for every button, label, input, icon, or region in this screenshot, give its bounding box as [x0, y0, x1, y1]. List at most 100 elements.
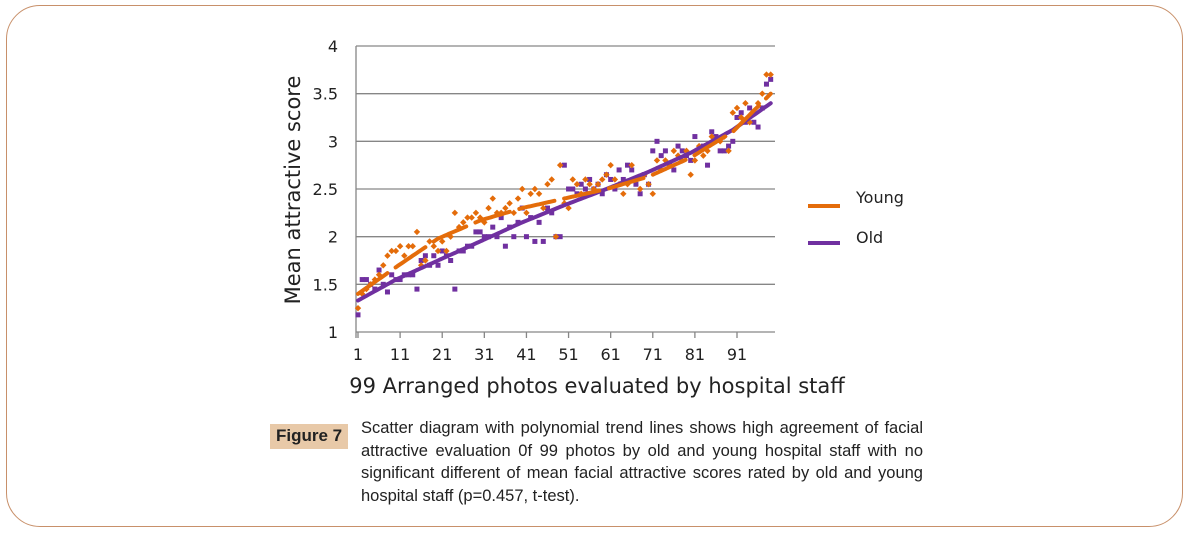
y-tick-labels: 1 1.5 2 2.5 3 3.5 4: [313, 37, 338, 342]
data-point-old: [414, 286, 420, 292]
data-point-old: [650, 148, 656, 154]
data-point-old: [662, 148, 668, 154]
data-point-young: [527, 190, 534, 197]
data-point-old: [654, 138, 660, 144]
x-tick-labels: 1 11 21 31 41 51 61 71 81 91: [353, 345, 747, 364]
x-tick-label: 31: [474, 345, 494, 364]
legend-old-label: Old: [856, 228, 883, 247]
data-point-young: [556, 161, 564, 169]
data-point-young: [485, 204, 492, 212]
data-point-old: [705, 162, 711, 168]
data-point-old: [536, 219, 542, 225]
legend-young-label: Young: [855, 188, 904, 207]
x-tick-label: 91: [727, 345, 747, 364]
data-point-old: [473, 229, 479, 235]
data-point-old: [633, 181, 639, 187]
data-point-young: [392, 247, 400, 255]
data-point-young: [763, 71, 770, 78]
data-point-old: [435, 262, 441, 268]
scatter-chart: 11.522.533.54 1 11 21 31 41 51 61 71 81 91 Mean a…: [281, 37, 904, 398]
data-point-young: [405, 243, 412, 250]
data-point-young: [759, 90, 766, 97]
data-point-old: [477, 229, 483, 235]
data-point-old: [637, 191, 643, 197]
y-axis-label: Mean attractive score: [281, 76, 305, 305]
data-point-old: [608, 176, 614, 182]
data-point-old: [679, 148, 685, 154]
data-point-young: [384, 252, 391, 259]
data-point-young: [430, 243, 437, 250]
trend-line-young: [356, 91, 773, 296]
data-point-old: [625, 162, 631, 168]
data-point-young: [565, 204, 572, 212]
data-point-young: [540, 204, 547, 212]
y-tick-label: 3: [328, 132, 338, 151]
data-point-old: [726, 143, 732, 149]
y-tick-label: 2.5: [313, 180, 338, 199]
data-point-old: [599, 191, 605, 197]
data-point-old: [523, 234, 529, 240]
data-point-old: [734, 115, 740, 120]
data-point-young: [506, 200, 513, 207]
x-tick-label: 11: [390, 345, 410, 364]
data-point-old: [422, 253, 428, 259]
data-point-young: [354, 304, 362, 312]
data-point-old: [376, 267, 382, 273]
x-axis-label: 99 Arranged photos evaluated by hospital…: [349, 374, 845, 398]
y-tick-label: 1.5: [313, 275, 338, 294]
data-point-old: [751, 119, 757, 125]
data-point-old: [709, 129, 715, 135]
data-point-young: [460, 219, 467, 226]
data-point-young: [569, 176, 576, 183]
data-point-old: [620, 176, 626, 182]
data-point-young: [380, 262, 387, 269]
data-point-young: [439, 238, 446, 245]
data-point-old: [717, 148, 723, 154]
y-tick-label: 3.5: [313, 85, 338, 104]
data-point-young: [531, 185, 539, 193]
data-point-old: [490, 224, 496, 230]
data-point-young: [767, 71, 774, 78]
data-point-old: [439, 248, 445, 254]
data-point-old: [612, 186, 618, 192]
data-point-young: [611, 176, 619, 183]
data-point-young: [620, 190, 627, 197]
figure-caption: Scatter diagram with polynomial trend li…: [361, 419, 923, 505]
data-point-young: [544, 181, 551, 188]
data-point-young: [434, 247, 442, 255]
data-point-old: [431, 253, 437, 259]
data-point-young: [636, 185, 644, 193]
data-point-old: [675, 143, 681, 149]
data-point-old: [494, 234, 500, 240]
data-point-young: [738, 114, 745, 121]
data-point-old: [629, 167, 635, 173]
data-point-old: [561, 162, 567, 168]
data-point-old: [688, 157, 694, 163]
data-points: [354, 71, 774, 318]
data-point-old: [498, 215, 504, 221]
gridlines: [355, 45, 775, 338]
data-point-young: [645, 181, 652, 188]
data-point-young: [523, 209, 530, 217]
y-tick-label: 1: [328, 323, 338, 342]
data-point-young: [409, 243, 416, 250]
x-tick-label: 81: [685, 345, 705, 364]
x-tick-label: 21: [432, 345, 452, 364]
data-point-young: [451, 209, 459, 217]
data-point-old: [540, 238, 546, 244]
x-tick-label: 1: [353, 345, 363, 364]
data-point-young: [594, 181, 602, 188]
data-point-old: [582, 186, 588, 192]
legend: Young Old: [808, 188, 904, 247]
y-tick-label: 4: [328, 37, 338, 56]
data-point-old: [545, 205, 550, 211]
data-point-young: [599, 176, 606, 183]
data-point-young: [552, 233, 560, 240]
data-point-young: [573, 181, 581, 188]
data-point-young: [628, 161, 635, 169]
data-point-young: [607, 161, 614, 169]
data-point-old: [570, 186, 576, 192]
data-point-young: [670, 147, 678, 155]
data-point-old: [658, 153, 664, 159]
data-point-old: [763, 81, 769, 87]
